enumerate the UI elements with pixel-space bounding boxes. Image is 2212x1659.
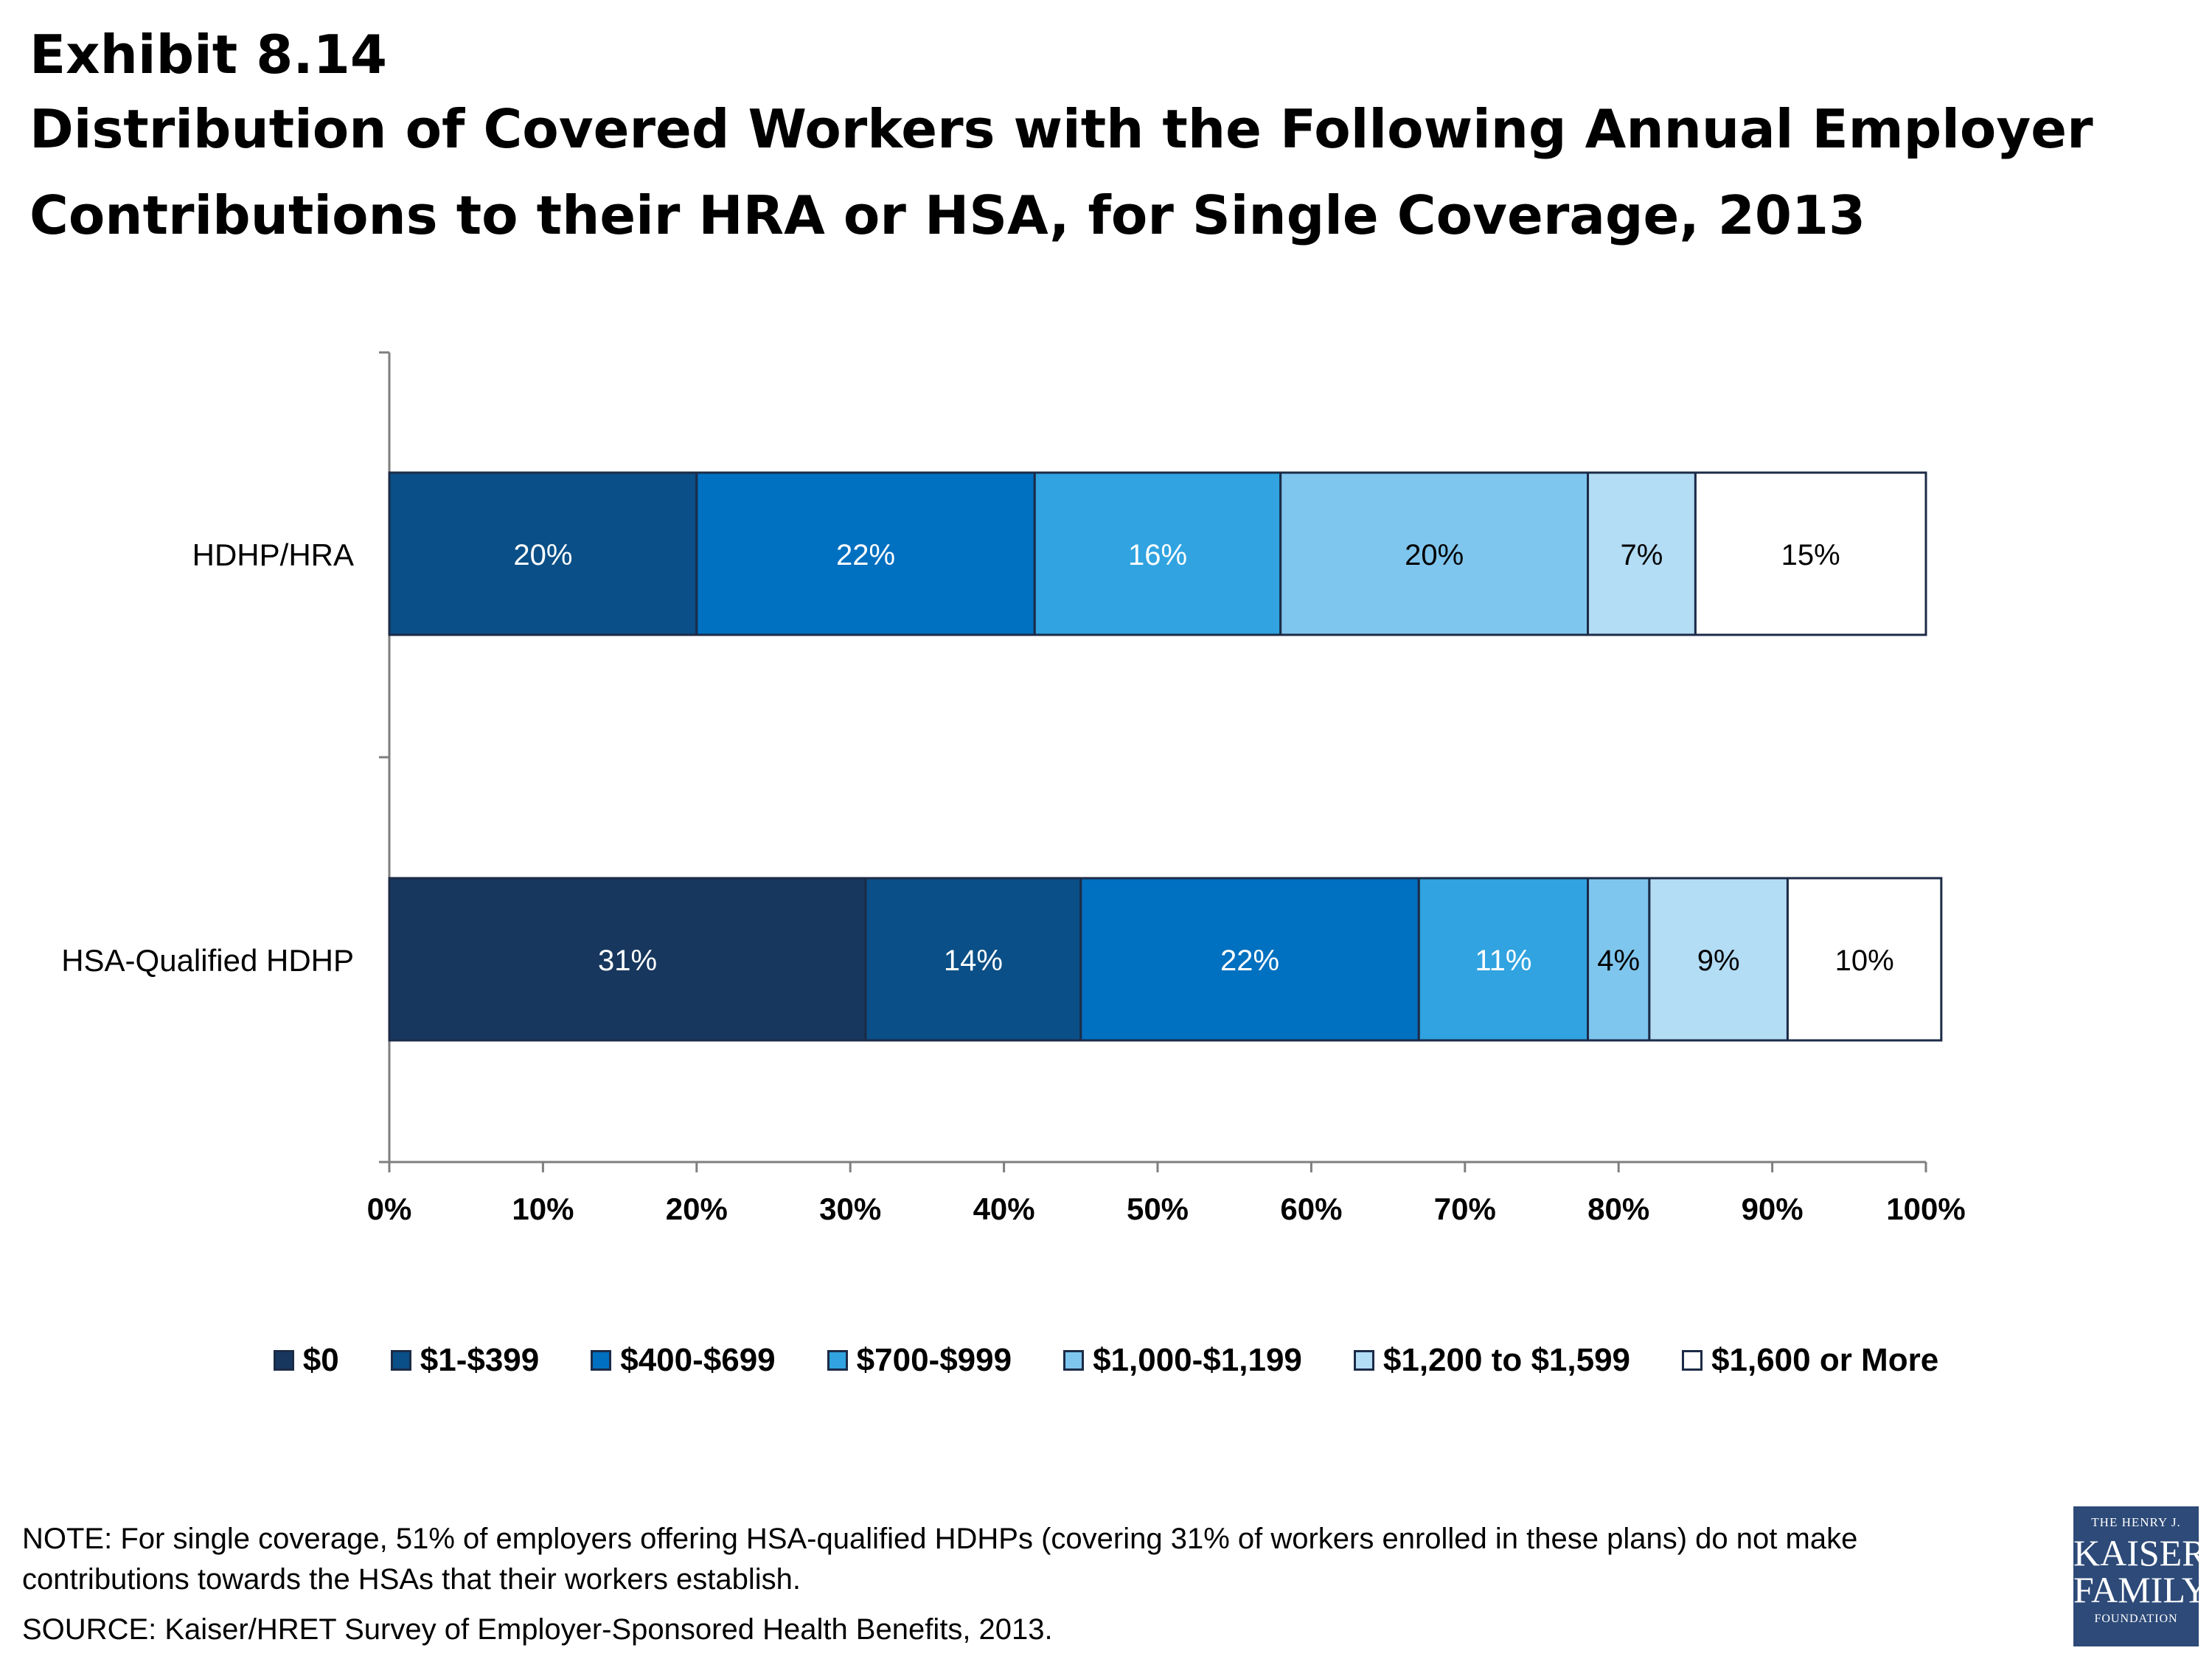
x-tick-label: 20% <box>666 1192 728 1226</box>
x-tick-label: 90% <box>1742 1192 1804 1226</box>
bar-segment <box>388 471 698 636</box>
legend-item: $1,200 to $1,599 <box>1353 1342 1631 1379</box>
data-label: 10% <box>1835 945 1894 977</box>
legend-item: $1-$399 <box>390 1342 540 1379</box>
bar-segment <box>695 471 1036 636</box>
x-tick-label: 40% <box>973 1192 1035 1226</box>
bar-segment <box>1648 877 1789 1042</box>
legend-swatch <box>591 1350 612 1371</box>
x-tick-label: 60% <box>1280 1192 1342 1226</box>
data-label: 4% <box>1597 945 1640 977</box>
exhibit-number: Exhibit 8.14 <box>29 24 387 86</box>
bar-segment <box>1587 877 1651 1042</box>
chart-title-line-1: Distribution of Covered Workers with the… <box>29 97 2093 160</box>
kff-logo: THE HENRY J. KAISER FAMILY FOUNDATION <box>2073 1506 2208 1646</box>
x-tick-label: 70% <box>1434 1192 1496 1226</box>
x-tick-label: 10% <box>512 1192 574 1226</box>
bar-segment <box>1417 877 1590 1042</box>
logo-line-2: KAISER <box>2073 1532 2207 1573</box>
footnote-source: SOURCE: Kaiser/HRET Survey of Employer-S… <box>22 1613 1053 1646</box>
data-label: 11% <box>1475 945 1531 977</box>
bar-segment <box>1033 471 1282 636</box>
x-tick-label: 30% <box>819 1192 881 1226</box>
legend-label: $1-$399 <box>420 1342 540 1378</box>
title-block: Exhibit 8.14 Distribution of Covered Wor… <box>29 24 2183 258</box>
data-label: 7% <box>1621 539 1663 571</box>
x-tick-label: 50% <box>1127 1192 1189 1226</box>
bar-segment <box>1079 877 1420 1042</box>
data-label: 15% <box>1781 539 1840 571</box>
legend-item: $1,000-$1,199 <box>1063 1342 1302 1379</box>
bar-segment <box>388 877 867 1042</box>
data-label: 20% <box>1405 539 1464 571</box>
category-label: HDHP/HRA <box>192 538 354 572</box>
stacked-bar-chart: 0% 10% 20% 30% 40% 50% 60% 70% 80% 90% 100% HDHP/HR… <box>61 351 1966 1226</box>
bar-segment <box>1279 471 1590 636</box>
legend-swatch <box>1682 1350 1703 1371</box>
legend-swatch <box>1063 1350 1085 1371</box>
data-label: 14% <box>944 945 1003 977</box>
legend-label: $1,000-$1,199 <box>1093 1342 1302 1378</box>
legend-swatch <box>390 1350 411 1371</box>
legend-label: $400-$699 <box>620 1342 776 1378</box>
data-label: 31% <box>598 945 657 977</box>
bar-segment <box>1694 471 1927 636</box>
data-label: 20% <box>513 539 572 571</box>
category-label: HSA-Qualified HDHP <box>61 943 354 978</box>
data-label: 22% <box>836 539 895 571</box>
legend-label: $0 <box>302 1342 339 1378</box>
bar-segment <box>864 877 1082 1042</box>
data-label: 22% <box>1220 945 1279 977</box>
logo-line-4: FOUNDATION <box>2094 1613 2178 1625</box>
legend-item: $0 <box>273 1342 339 1379</box>
data-label: 9% <box>1697 945 1740 977</box>
chart-title-line-2: Contributions to their HRA or HSA, for S… <box>29 184 1866 246</box>
legend-swatch <box>1353 1350 1374 1371</box>
logo-line-3: FAMILY <box>2073 1569 2208 1610</box>
x-tick-label: 80% <box>1587 1192 1649 1226</box>
legend-label: $1,200 to $1,599 <box>1382 1342 1631 1378</box>
data-label: 16% <box>1128 539 1187 571</box>
legend-item: $1,600 or More <box>1682 1342 1938 1379</box>
chart-legend: $0 $1-$399 $400-$699 $700-$999 $1,000-$1,199… <box>0 1342 2212 1379</box>
legend-swatch <box>273 1350 294 1371</box>
x-tick-label: 0% <box>367 1192 412 1226</box>
footnote-note: NOTE: For single coverage, 51% of employ… <box>22 1523 1858 1596</box>
legend-swatch <box>827 1350 848 1371</box>
logo-line-1: THE HENRY J. <box>2091 1515 2181 1529</box>
legend-item: $700-$999 <box>827 1342 1012 1379</box>
legend-label: $1,600 or More <box>1711 1342 1939 1378</box>
legend-item: $400-$699 <box>591 1342 776 1379</box>
bar-segment <box>1786 877 1943 1042</box>
legend-label: $700-$999 <box>856 1342 1012 1378</box>
x-tick-label: 100% <box>1886 1192 1965 1226</box>
